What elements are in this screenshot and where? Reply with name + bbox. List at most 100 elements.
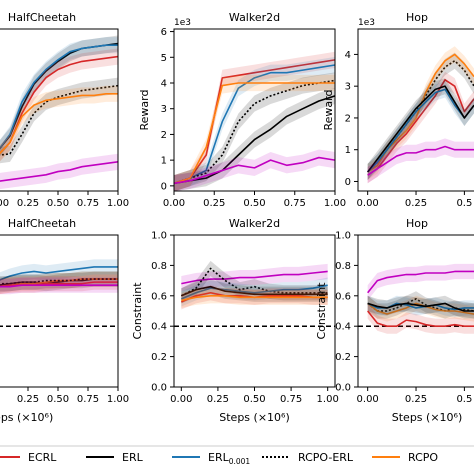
y-axis-label: Reward: [138, 90, 151, 131]
y-tick-label: 5: [161, 53, 167, 64]
series-band-extra: [367, 138, 474, 184]
legend: ECRL ERL ERL0.001 RCPO-ERL RCPO: [0, 445, 474, 466]
y-tick-label: 1: [161, 156, 167, 167]
panel-title: Walker2d: [229, 217, 280, 230]
y-tick-label: 6: [161, 27, 167, 38]
legend-item-ERL: ERL: [86, 451, 144, 464]
x-tick-label: 1.00: [317, 394, 339, 405]
x-tick-label: 0.00: [357, 198, 379, 209]
x-axis-label: Steps (×10⁶): [219, 411, 289, 424]
series-band-ERL001: [0, 259, 118, 288]
legend-label: ERL: [122, 451, 144, 464]
series-line-ERL001: [174, 64, 335, 185]
y-tick-label: 3: [161, 104, 167, 115]
series-line-RCPOERL: [367, 59, 474, 173]
axes-frame: [357, 28, 474, 192]
panel-title: HalfCheetah: [8, 11, 76, 24]
y-tick-label: 0.2: [151, 352, 167, 363]
series-line-ERL001: [367, 88, 474, 173]
series-line-ECRL: [174, 59, 335, 185]
panel-5: Hop 0.00 0.25 0.5 0.0 0.2 0.4 0.6 0.8 1.0 Constrai…: [315, 217, 474, 424]
series-line-extra: [0, 284, 118, 288]
x-tick-label: 0.5: [456, 394, 472, 405]
series-band-ERL: [367, 78, 474, 181]
panel-title: Walker2d: [229, 11, 280, 24]
series-line-ERL001: [0, 44, 118, 150]
series-line-RCPOERL: [174, 79, 335, 185]
series-band-ECRL: [0, 48, 118, 162]
legend-label: ERL0.001: [208, 451, 250, 466]
x-tick-label: 0.00: [170, 394, 192, 405]
y-tick-label: 0: [161, 181, 167, 192]
x-tick-label: 0.00: [163, 198, 185, 209]
series-line-RCPO: [181, 294, 328, 302]
plot-area: [367, 46, 474, 184]
y-tick-label: 2: [345, 113, 351, 124]
series-line-RCPO: [174, 82, 335, 185]
legend-item-ECRL: ECRL: [0, 451, 57, 464]
panel-1: Walker2d 1e3 0.00 0.25 0.50 0.75 1.00 0 1 2 3 4 5 6 Re…: [138, 11, 346, 209]
plot-area: [174, 260, 335, 327]
y-tick-label: 0: [345, 177, 351, 188]
y-tick-label: 0.0: [151, 383, 167, 394]
x-tick-label: 0.25: [405, 394, 427, 405]
panel-2: Hop 1e3 0.00 0.25 0.5 0 1 2 3 4 Reward: [322, 11, 474, 209]
x-tick-label: 0.75: [77, 198, 99, 209]
plot-area: [174, 51, 335, 191]
y-tick-label: 1.0: [335, 231, 351, 242]
y-axis-label: Constraint: [131, 282, 144, 340]
series-line-ECRL: [367, 310, 474, 328]
x-tick-label: 0.50: [47, 394, 69, 405]
y-tick-label: 0.0: [335, 383, 351, 394]
x-tick-label: 0.75: [284, 198, 306, 209]
series-line-extra: [367, 145, 474, 176]
series-band-RCPO: [174, 74, 335, 191]
x-tick-label: 0.50: [243, 394, 265, 405]
plot-area: [0, 259, 118, 327]
axes-frame: [357, 234, 474, 388]
legend-label: ECRL: [28, 451, 57, 464]
y-tick-label: 3: [345, 82, 351, 93]
x-tick-label: 0.5: [456, 198, 472, 209]
exponent-label: 1e3: [174, 18, 191, 28]
series-line-ERL001: [0, 266, 118, 281]
y-tick-label: 0.4: [151, 322, 167, 333]
x-tick-label: 1.00: [107, 394, 129, 405]
x-tick-label: 0.25: [17, 198, 39, 209]
panel-4: Walker2d 0.00 0.25 0.50 0.75 1.00 0.0 0.2 0.4 0.6…: [131, 217, 339, 424]
panel-3: HalfCheetah 0.25 0.50 0.75 1.00 Steps (×10⁶): [0, 217, 129, 424]
x-tick-label: 1.00: [324, 198, 346, 209]
x-tick-label: 0.75: [77, 394, 99, 405]
series-line-extra: [174, 156, 335, 185]
x-axis-label: Steps (×10⁶): [392, 411, 462, 424]
exponent-label: 1e3: [358, 18, 375, 28]
x-axis-label: Steps (×10⁶): [0, 411, 53, 424]
y-tick-label: 0.2: [335, 352, 351, 363]
series-line-RCPOERL: [0, 278, 118, 285]
axes-frame: [0, 234, 119, 388]
legend-label: RCPO: [408, 451, 438, 464]
series-line-ECRL: [0, 55, 118, 155]
series-line-ERL: [367, 302, 474, 312]
x-tick-label: 0.25: [17, 394, 39, 405]
series-band-ERL: [367, 295, 474, 319]
series-line-RCPO: [0, 93, 118, 155]
series-band-ECRL: [367, 71, 474, 184]
panel-title: Hop: [406, 217, 428, 230]
y-tick-label: 1: [345, 145, 351, 156]
x-tick-label: 0.25: [405, 198, 427, 209]
axes-frame: [173, 234, 336, 388]
plot-area: [0, 35, 118, 190]
series-line-extra: [367, 270, 474, 294]
panel-0: HalfCheetah 0.00 0.25 0.50 0.75 1.00: [0, 11, 129, 209]
panel-title: Hop: [406, 11, 428, 24]
legend-label: RCPO-ERL: [298, 451, 354, 464]
x-tick-label: 0.50: [243, 198, 265, 209]
series-band-RCPO: [0, 85, 118, 162]
legend-item-RCPOERL: RCPO-ERL: [262, 451, 354, 464]
series-band-RCPOERL: [0, 77, 118, 164]
series-line-extra: [181, 270, 328, 285]
series-line-ERL: [367, 85, 474, 173]
series-band-RCPO: [0, 271, 118, 295]
legend-item-ERL001: ERL0.001: [172, 451, 250, 466]
